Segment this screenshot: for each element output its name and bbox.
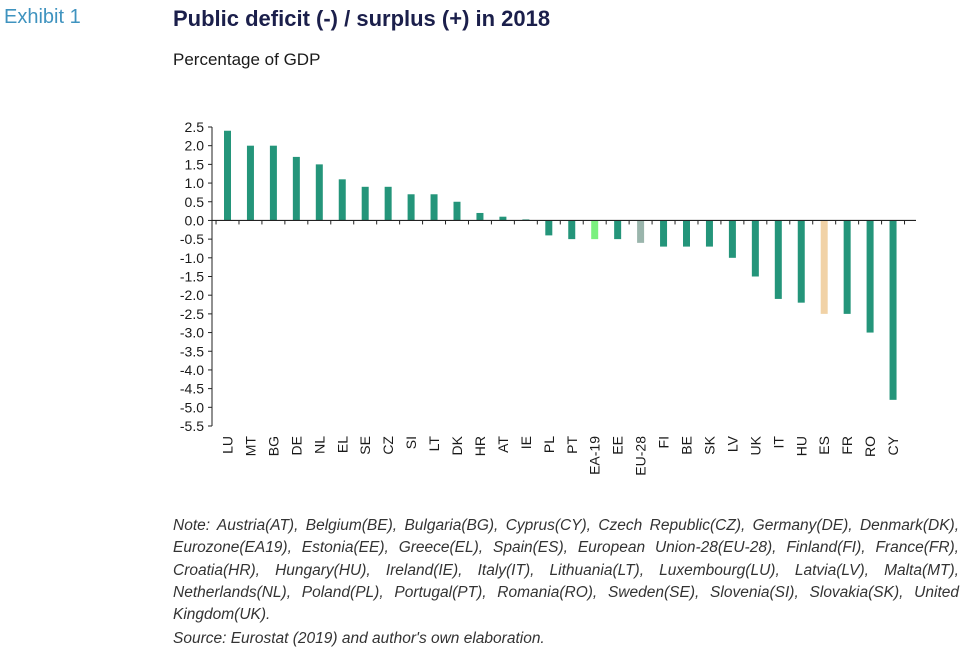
x-tick-label: DE: [288, 436, 304, 455]
bar-eu-28: [637, 220, 645, 243]
x-tick-label: AT: [495, 436, 511, 453]
y-tick-label: -2.5: [180, 306, 204, 322]
bar-at: [499, 216, 507, 221]
x-tick-label: HR: [472, 436, 488, 456]
chart-source: Source: Eurostat (2019) and author's own…: [173, 630, 545, 647]
bar-lt: [430, 194, 438, 221]
bar-fr: [843, 220, 851, 314]
x-tick-label: ES: [816, 436, 832, 455]
x-tick-label: HU: [793, 436, 809, 456]
x-tick-label: LT: [426, 436, 442, 452]
x-tick-label: EE: [610, 436, 626, 455]
x-tick-label: SI: [403, 436, 419, 449]
y-tick-label: -5.5: [180, 418, 204, 434]
bar-uk: [751, 220, 759, 277]
x-tick-label: MT: [242, 436, 258, 457]
y-tick-label: -5.0: [180, 399, 204, 415]
x-tick-label: DK: [449, 435, 465, 455]
x-tick-label: BE: [679, 436, 695, 455]
x-tick-label: LU: [220, 436, 236, 454]
x-tick-label: LV: [724, 435, 740, 452]
bar-it: [774, 220, 782, 299]
bar-el: [338, 179, 346, 221]
bar-ro: [866, 220, 874, 333]
bar-nl: [315, 164, 323, 221]
y-tick-label: -2.0: [180, 287, 204, 303]
y-tick-label: 2.5: [185, 119, 205, 135]
y-tick-label: -1.0: [180, 250, 204, 266]
bar-cz: [384, 186, 392, 221]
bar-pl: [545, 220, 553, 236]
bar-ea-19: [591, 220, 599, 240]
y-tick-label: -4.5: [180, 381, 204, 397]
x-tick-label: BG: [265, 436, 281, 456]
x-tick-label: FI: [656, 436, 672, 448]
bar-fi: [660, 220, 668, 247]
bar-ee: [614, 220, 622, 240]
x-tick-label: PT: [564, 436, 580, 454]
bar-lu: [224, 130, 231, 221]
y-tick-label: 2.0: [185, 138, 205, 154]
x-tick-label: IE: [518, 436, 534, 449]
x-tick-label: CZ: [380, 436, 396, 455]
bar-bg: [269, 145, 277, 221]
exhibit-label: Exhibit 1: [4, 6, 81, 28]
bar-hr: [476, 212, 484, 221]
bar-cy: [889, 220, 897, 400]
x-tick-label: PL: [541, 436, 557, 453]
y-tick-label: 0.0: [185, 212, 205, 228]
bar-mt: [246, 145, 254, 221]
chart-subtitle: Percentage of GDP: [173, 50, 321, 69]
bar-pt: [568, 220, 576, 240]
bar-lv: [728, 220, 736, 258]
x-tick-label: RO: [862, 436, 878, 457]
y-tick-label: -3.0: [180, 325, 204, 341]
bar-be: [683, 220, 690, 247]
x-tick-label: EA-19: [587, 436, 603, 475]
y-tick-label: -4.0: [180, 362, 204, 378]
y-tick-label: 0.5: [185, 194, 205, 210]
x-tick-label: UK: [747, 435, 763, 455]
bar-se: [361, 186, 369, 221]
x-tick-label: CY: [885, 435, 901, 455]
bar-hu: [797, 220, 805, 303]
x-tick-label: NL: [311, 436, 327, 454]
y-tick-label: 1.0: [185, 175, 205, 191]
x-tick-label: SK: [701, 435, 717, 454]
y-tick-label: -3.5: [180, 343, 204, 359]
x-tick-label: IT: [770, 436, 786, 449]
y-tick-label: 1.5: [185, 156, 205, 172]
x-tick-label: SE: [357, 436, 373, 455]
y-tick-label: -1.5: [180, 269, 204, 285]
x-tick-label: EL: [334, 436, 350, 453]
bar-de: [292, 156, 300, 221]
chart-note: Note: Austria(AT), Belgium(BE), Bulgaria…: [173, 517, 959, 624]
x-tick-label: FR: [839, 436, 855, 455]
bar-sk: [705, 220, 713, 247]
bar-chart: 2.5 2.0 1.5 1.0 0.5 0.0 -0.5 -1.0 -1.5 -2.0 -2.5 -3…: [180, 119, 916, 476]
bar-si: [407, 194, 415, 221]
x-tick-label: EU-28: [633, 436, 649, 476]
bar-es: [820, 220, 828, 314]
chart-title: Public deficit (-) / surplus (+) in 2018: [173, 6, 551, 31]
y-tick-label: -0.5: [180, 231, 204, 247]
bar-dk: [453, 201, 461, 221]
